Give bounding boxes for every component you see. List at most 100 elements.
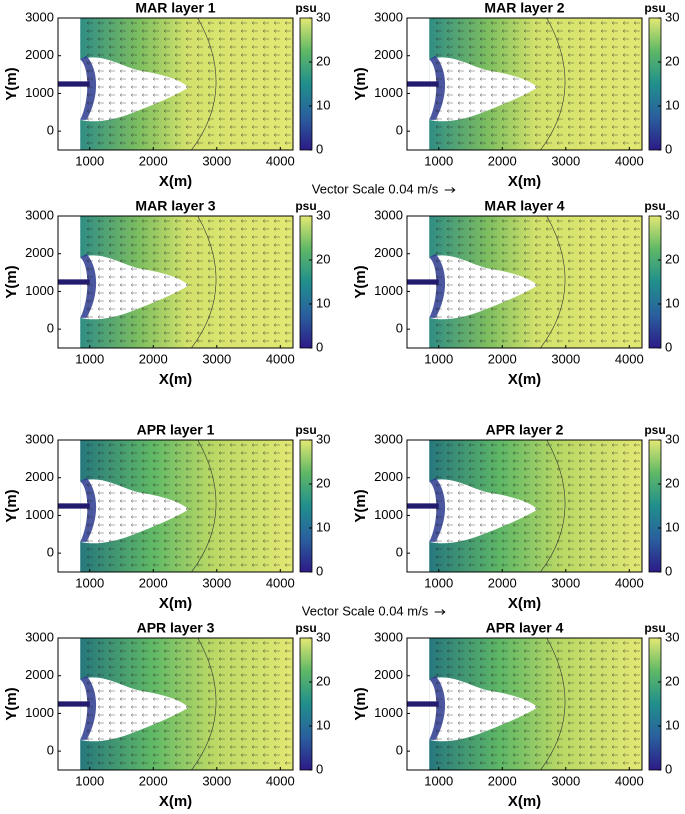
colorbar-tick-label: 10 [316,295,330,310]
colorbar-label: psu [295,621,316,635]
velocity-vectors [86,641,291,765]
colorbar-tick-label: 30 [665,431,679,446]
y-tick-label: 1000 [25,507,54,522]
colorbar-tick-label: 10 [316,717,330,732]
x-tick-label: 1000 [424,773,453,788]
plot-frame [406,215,643,349]
x-tick-label: 4000 [266,575,295,590]
velocity-vectors [435,641,640,765]
colorbar-tick-label: 0 [316,141,323,156]
x-tick-label: 4000 [266,153,295,168]
x-tick-label: 3000 [551,153,580,168]
scale-arrow [434,609,446,615]
plot-frame [57,439,294,573]
x-tick-label: 1000 [424,351,453,366]
y-axis-label: Y(m) [3,489,20,522]
y-tick-label: 0 [47,743,54,758]
colorbar-tick-label: 10 [665,519,679,534]
field [58,18,293,150]
x-tick-label: 1000 [424,575,453,590]
velocity-vectors [86,21,291,145]
colorbar [299,215,313,349]
colorbar-tick-label: 0 [316,761,323,776]
colorbar [648,439,662,573]
x-tick-label: 3000 [202,773,231,788]
y-tick-label: 2000 [25,469,54,484]
colorbar-tick-label: 10 [665,97,679,112]
colorbar-tick-label: 10 [316,519,330,534]
colorbar-tick-label: 20 [316,673,330,688]
x-axis-label: X(m) [508,595,541,612]
colorbar-label: psu [295,423,316,437]
x-tick-label: 2000 [488,351,517,366]
land [429,479,538,544]
velocity-vectors [86,443,291,567]
x-tick-label: 2000 [488,575,517,590]
x-tick-label: 1000 [75,351,104,366]
x-tick-label: 2000 [139,351,168,366]
colorbar-tick-label: 30 [665,207,679,222]
channel [58,701,90,707]
land [80,57,189,122]
y-tick-label: 0 [396,545,403,560]
panel-title: APR layer 3 [137,620,215,636]
x-tick-label: 4000 [615,153,644,168]
colorbar-tick-label: 0 [665,761,672,776]
plot-frame [57,637,294,771]
x-tick-label: 2000 [139,575,168,590]
y-tick-label: 1000 [25,705,54,720]
y-axis-label: Y(m) [3,687,20,720]
colorbar [299,17,313,151]
x-tick-label: 3000 [551,351,580,366]
y-tick-label: 3000 [374,9,403,24]
x-tick-label: 4000 [266,773,295,788]
colorbar [648,215,662,349]
plot-frame [406,637,643,771]
y-tick-label: 1000 [374,507,403,522]
x-tick-label: 3000 [202,153,231,168]
x-tick-label: 3000 [551,773,580,788]
scale-arrow [444,187,456,193]
channel [407,503,439,509]
colorbar-tick-label: 20 [665,475,679,490]
y-tick-label: 2000 [374,667,403,682]
colorbar-tick-label: 0 [665,563,672,578]
x-tick-label: 4000 [615,773,644,788]
panel-title: APR layer 4 [486,620,564,636]
panel: APR layer 3 X(m) Y(m) 1000 2000 3000 4000 0 1000… [3,620,331,810]
panel: MAR layer 2 X(m) Y(m) 1000 2000 3000 4000 0 1000… [352,0,680,190]
y-axis-label: Y(m) [352,687,369,720]
panel: MAR layer 1 X(m) Y(m) 1000 2000 3000 4000 0 1000… [3,0,331,190]
field [58,440,293,572]
y-tick-label: 3000 [25,629,54,644]
colorbar-tick-label: 10 [665,295,679,310]
y-tick-label: 3000 [374,431,403,446]
colorbar [299,637,313,771]
velocity-vectors [435,219,640,343]
colorbar-tick-label: 0 [665,141,672,156]
channel [58,503,90,509]
field [407,440,642,572]
velocity-vectors [435,443,640,567]
x-tick-label: 2000 [139,153,168,168]
colorbar-tick-label: 30 [316,9,330,24]
y-axis-label: Y(m) [352,67,369,100]
field [407,18,642,150]
colorbar-tick-label: 0 [665,339,672,354]
y-axis-label: Y(m) [3,265,20,298]
colorbar-label: psu [644,1,665,15]
colorbar-tick-label: 30 [665,9,679,24]
x-tick-label: 1000 [75,575,104,590]
colorbar-tick-label: 10 [665,717,679,732]
x-tick-label: 3000 [202,351,231,366]
colorbar [648,637,662,771]
land [429,677,538,742]
channel [58,279,90,285]
plot-frame [406,439,643,573]
y-tick-label: 2000 [374,47,403,62]
y-tick-label: 3000 [25,9,54,24]
y-tick-label: 3000 [374,207,403,222]
panel-title: MAR layer 2 [484,0,564,16]
channel [58,81,90,87]
colorbar-tick-label: 30 [665,629,679,644]
